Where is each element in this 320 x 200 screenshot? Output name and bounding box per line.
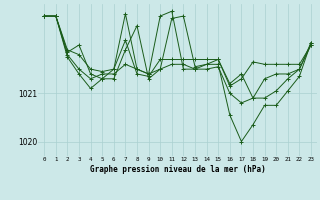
X-axis label: Graphe pression niveau de la mer (hPa): Graphe pression niveau de la mer (hPa) [90,165,266,174]
